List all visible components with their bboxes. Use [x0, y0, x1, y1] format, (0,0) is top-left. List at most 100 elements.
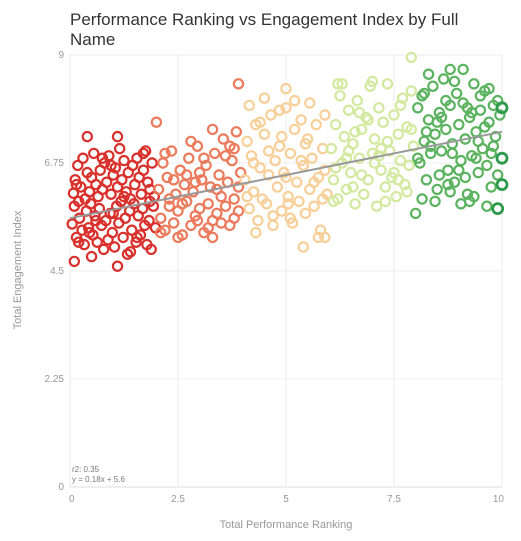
data-point: [444, 63, 456, 76]
data-point: [247, 157, 260, 169]
data-point: [371, 200, 383, 212]
data-point: [275, 130, 288, 143]
data-point: [394, 154, 407, 167]
chart-title: Performance Ranking vs Engagement Index …: [70, 10, 459, 49]
y-axis-title: Total Engagement Index: [12, 210, 24, 329]
data-point: [232, 181, 245, 193]
data-point: [381, 78, 394, 90]
data-point: [163, 200, 176, 212]
data-point: [308, 200, 320, 212]
data-point: [329, 118, 342, 131]
data-point: [159, 147, 171, 160]
data-point: [353, 106, 366, 119]
data-point: [193, 202, 206, 215]
data-point: [165, 145, 178, 157]
data-point: [239, 174, 251, 186]
data-point: [388, 109, 400, 121]
data-point: [416, 193, 428, 205]
data-point: [435, 145, 448, 157]
x-axis-title: Total Performance Ranking: [220, 519, 353, 531]
data-point: [485, 147, 497, 160]
data-point: [291, 176, 303, 188]
data-point: [273, 104, 286, 116]
data-point: [228, 193, 240, 205]
data-point: [97, 243, 110, 256]
data-point: [72, 236, 85, 248]
data-point: [69, 174, 81, 186]
data-point: [111, 260, 124, 272]
data-point: [329, 162, 342, 174]
data-point: [494, 109, 506, 121]
y-tick-label: 9: [58, 50, 64, 61]
data-point: [280, 82, 292, 95]
data-point: [139, 145, 152, 157]
data-point: [282, 198, 294, 210]
data-point: [427, 80, 439, 92]
data-point: [375, 164, 387, 176]
data-point: [483, 82, 495, 95]
data-point: [155, 212, 167, 224]
data-point: [440, 123, 452, 136]
data-point: [77, 152, 89, 164]
data-point: [379, 195, 392, 208]
data-point: [85, 250, 98, 263]
data-point: [245, 150, 258, 162]
data-point: [263, 145, 275, 157]
data-point: [319, 109, 331, 121]
data-point: [284, 147, 297, 160]
data-point: [347, 181, 359, 193]
data-point: [172, 231, 184, 244]
x-tick-label: 0: [69, 494, 75, 505]
y-tick-label: 2.25: [45, 374, 65, 385]
data-point: [312, 231, 325, 244]
data-point: [72, 159, 84, 172]
y-axis-ticks: 0 2.25 4.5 6.75 9: [45, 50, 65, 493]
data-point: [250, 226, 262, 239]
data-point: [368, 133, 381, 145]
data-point: [202, 222, 214, 234]
data-point: [336, 78, 348, 90]
data-point: [470, 152, 482, 164]
data-point: [409, 207, 422, 220]
data-point: [136, 202, 149, 215]
data-point: [183, 152, 195, 164]
data-point: [105, 159, 117, 172]
data-point: [232, 78, 245, 90]
x-tick-label: 2.5: [171, 494, 185, 505]
data-point: [491, 202, 505, 216]
data-point: [219, 200, 232, 212]
data-point: [155, 226, 167, 239]
data-point: [379, 181, 392, 193]
data-point: [461, 188, 474, 200]
data-point: [444, 186, 456, 198]
data-point: [273, 140, 286, 152]
data-point: [117, 231, 129, 244]
data-point: [327, 174, 340, 186]
data-point: [405, 123, 417, 136]
regression-line: [69, 130, 503, 220]
data-point: [152, 183, 165, 196]
data-point: [448, 176, 461, 188]
data-point: [405, 85, 417, 97]
data-point: [450, 87, 463, 100]
data-point: [189, 176, 201, 188]
data-point: [191, 214, 204, 227]
data-point: [366, 75, 379, 88]
data-point: [485, 181, 497, 193]
data-point: [241, 135, 253, 148]
data-point: [295, 114, 307, 126]
data-point: [338, 130, 351, 143]
data-point: [491, 169, 504, 181]
data-point: [373, 102, 385, 114]
data-point: [349, 198, 361, 210]
data-point: [180, 169, 193, 181]
data-point: [243, 202, 255, 215]
data-point: [108, 241, 121, 253]
data-point: [124, 246, 137, 258]
x-tick-label: 7.5: [387, 494, 401, 505]
data-point: [178, 178, 191, 191]
data-point: [83, 226, 96, 239]
data-point: [137, 147, 150, 160]
data-point: [145, 243, 157, 256]
